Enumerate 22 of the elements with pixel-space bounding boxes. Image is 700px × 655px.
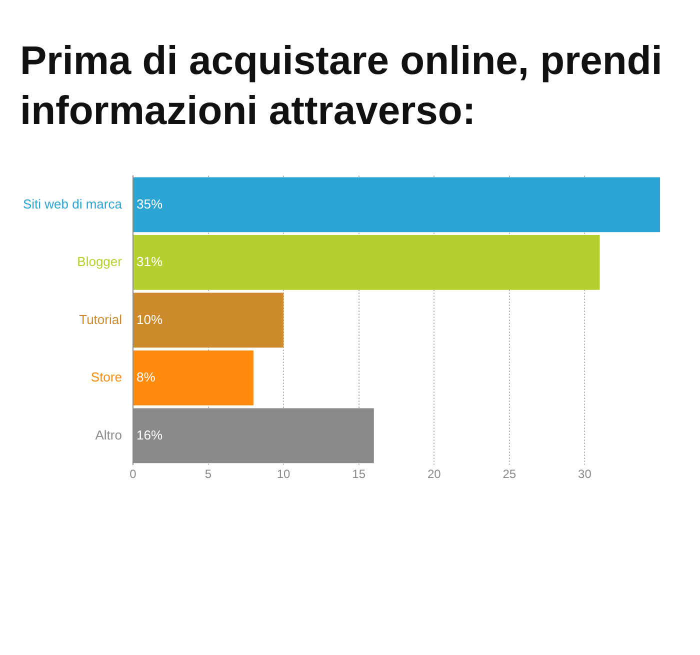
y-tick-label: Altro [95, 427, 122, 442]
bar [133, 235, 600, 290]
y-tick-label: Siti web di marca [22, 196, 123, 212]
data-label: 8% [136, 370, 156, 385]
x-tick-label: 5 [204, 467, 212, 482]
y-tick-label: Store [90, 370, 122, 385]
x-tick-label: 25 [502, 467, 516, 482]
data-label: 16% [136, 427, 163, 442]
bar [133, 177, 660, 232]
data-label: 35% [136, 196, 163, 212]
y-tick-label: Tutorial [79, 312, 122, 327]
data-label: 10% [136, 312, 163, 327]
x-tick-label: 10 [276, 467, 291, 482]
bar [133, 292, 284, 348]
y-tick-label: Blogger [77, 254, 123, 270]
x-tick-label: 30 [578, 467, 592, 482]
x-tick-label: 0 [130, 467, 137, 482]
chart-title: Prima di acquistare online, prendi informazioni attraverso: [20, 38, 664, 135]
x-tick-label: 15 [352, 467, 366, 482]
data-label: 31% [136, 254, 163, 270]
bar [133, 350, 254, 406]
x-tick-label: 20 [427, 467, 442, 482]
